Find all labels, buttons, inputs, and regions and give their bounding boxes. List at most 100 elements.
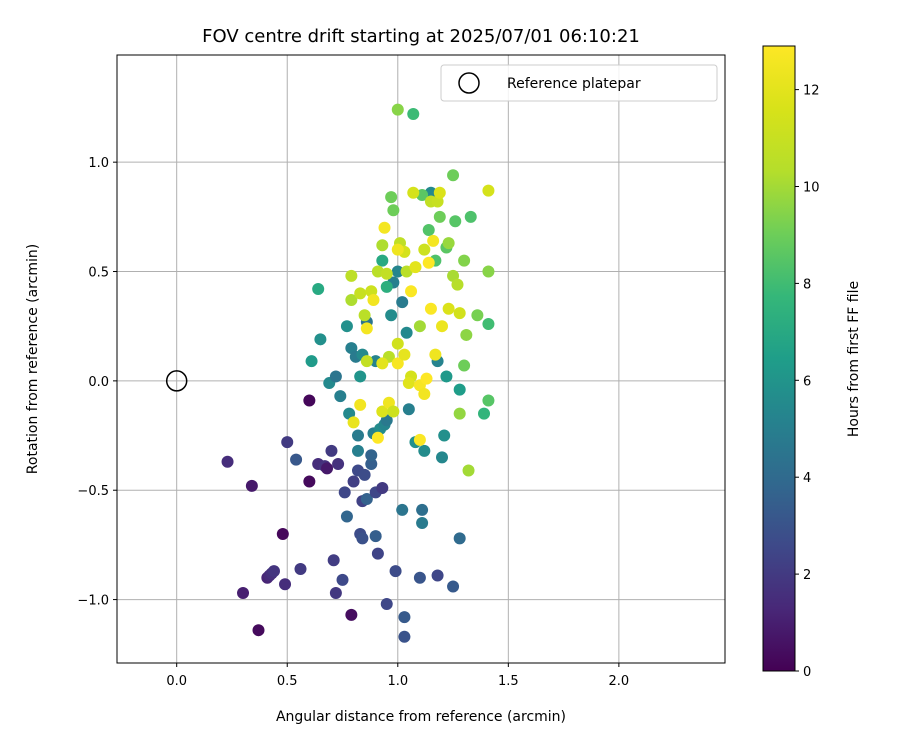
- data-point: [431, 569, 444, 582]
- data-point: [413, 320, 426, 333]
- data-point: [402, 403, 415, 416]
- data-point: [303, 475, 316, 488]
- data-point: [312, 283, 325, 296]
- data-point: [354, 398, 367, 411]
- legend-marker: [458, 72, 480, 94]
- data-point: [354, 287, 367, 300]
- legend-box: [440, 64, 718, 102]
- data-point: [442, 237, 455, 250]
- data-point: [391, 357, 404, 370]
- data-point: [290, 453, 303, 466]
- data-point: [424, 302, 437, 315]
- data-point: [376, 405, 389, 418]
- data-point: [358, 309, 371, 322]
- data-point: [387, 405, 400, 418]
- data-point: [340, 320, 353, 333]
- data-point: [449, 215, 462, 228]
- data-point: [314, 333, 327, 346]
- data-point: [391, 103, 404, 116]
- data-point: [433, 210, 446, 223]
- data-point: [409, 261, 422, 274]
- data-point: [371, 431, 384, 444]
- data-point: [460, 328, 473, 341]
- data-point: [400, 265, 413, 278]
- legend-entry-label: Reference platepar: [507, 76, 641, 92]
- data-point: [347, 416, 360, 429]
- y-axis-label: Rotation from reference (arcmin): [25, 244, 41, 474]
- data-point: [276, 527, 289, 540]
- data-point: [391, 243, 404, 256]
- colorbar-tick-label: 4: [803, 471, 811, 486]
- data-point: [420, 372, 433, 385]
- data-point: [360, 355, 373, 368]
- data-point: [413, 433, 426, 446]
- data-point: [279, 578, 292, 591]
- colorbar-tick-label: 6: [803, 374, 811, 389]
- data-point: [347, 475, 360, 488]
- data-point: [391, 265, 404, 278]
- data-point: [407, 108, 420, 121]
- y-tick-label: 0.5: [88, 266, 109, 281]
- data-point: [327, 554, 340, 567]
- data-point: [453, 383, 466, 396]
- data-point: [365, 457, 378, 470]
- data-point: [351, 429, 364, 442]
- data-point: [462, 464, 475, 477]
- data-point: [402, 377, 415, 390]
- x-tick-label: 1.5: [498, 674, 519, 689]
- chart-title: FOV centre drift starting at 2025/07/01 …: [202, 26, 640, 47]
- data-point: [371, 547, 384, 560]
- data-point: [396, 296, 409, 309]
- legend: Reference platepar: [440, 64, 718, 102]
- colorbar-label: Hours from first FF file: [846, 281, 862, 437]
- colorbar-tick-label: 8: [803, 277, 811, 292]
- data-point: [458, 359, 471, 372]
- data-point: [365, 449, 378, 462]
- data-point: [354, 370, 367, 383]
- data-point: [281, 436, 294, 449]
- data-point: [389, 565, 402, 578]
- x-tick-label: 0.5: [277, 674, 298, 689]
- data-point: [451, 278, 464, 291]
- data-point: [436, 320, 449, 333]
- colorbar-tick-label: 2: [803, 568, 811, 583]
- y-tick-label: −1.0: [77, 594, 109, 609]
- data-point: [325, 444, 338, 457]
- data-point: [447, 169, 460, 182]
- data-point: [345, 293, 358, 306]
- data-point: [367, 293, 380, 306]
- x-tick-label: 2.0: [609, 674, 630, 689]
- data-point: [453, 407, 466, 420]
- data-point: [380, 280, 393, 293]
- data-point: [458, 254, 471, 267]
- colorbar-tick-label: 12: [803, 84, 820, 99]
- data-point: [356, 532, 369, 545]
- data-point: [482, 394, 495, 407]
- data-point: [413, 571, 426, 584]
- data-point: [436, 451, 449, 464]
- data-point: [321, 462, 334, 475]
- data-point: [422, 223, 435, 236]
- data-point: [422, 256, 435, 269]
- data-point: [464, 210, 477, 223]
- data-point: [427, 234, 440, 247]
- plot-frame: [116, 54, 726, 664]
- data-point: [329, 370, 342, 383]
- data-point: [438, 429, 451, 442]
- data-point: [245, 479, 258, 492]
- data-point: [405, 285, 418, 298]
- data-point: [221, 455, 234, 468]
- data-point: [400, 326, 413, 339]
- data-point: [378, 221, 391, 234]
- data-points: [221, 103, 495, 643]
- data-point: [478, 407, 491, 420]
- data-point: [376, 357, 389, 370]
- data-point: [305, 355, 318, 368]
- data-point: [407, 186, 420, 199]
- data-point: [385, 191, 398, 204]
- x-tick-label: 0.0: [166, 674, 187, 689]
- data-point: [387, 204, 400, 217]
- data-point: [398, 611, 411, 624]
- x-axis-ticks: 0.0 0.5 1.0 1.5 2.0: [166, 663, 629, 689]
